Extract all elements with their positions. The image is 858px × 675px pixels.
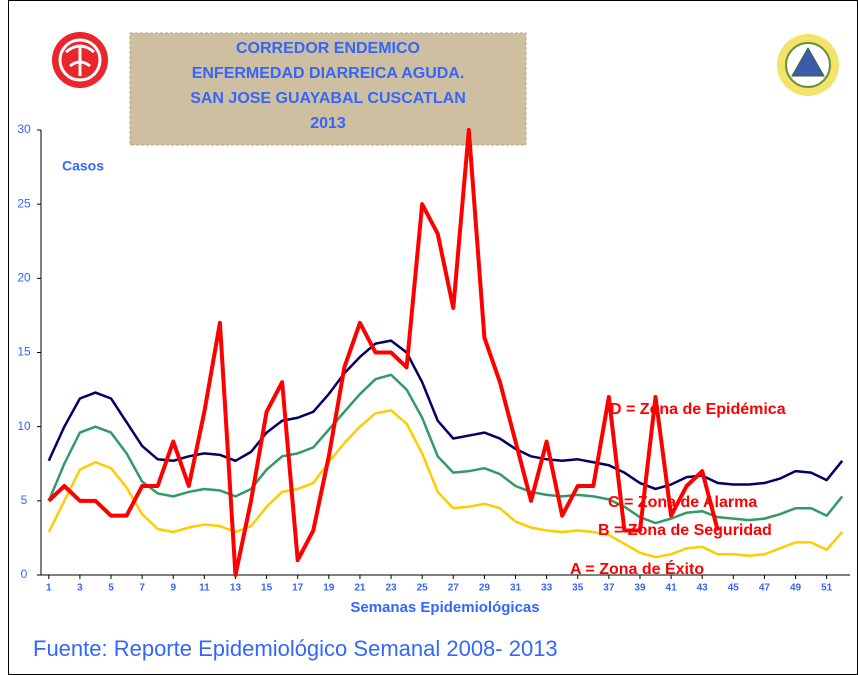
x-tick-label: 45: [728, 583, 740, 594]
x-tick-label: 13: [230, 583, 242, 594]
x-tick-label: 39: [634, 583, 646, 594]
y-tick-label: 15: [17, 345, 31, 359]
x-tick-label: 43: [697, 583, 709, 594]
annotation: D = Zona de Epidémica: [610, 401, 786, 418]
series-line: [47, 409, 844, 559]
y-tick-label: 0: [21, 567, 28, 581]
y-tick-label: 10: [17, 419, 31, 433]
x-tick-label: 23: [385, 583, 397, 594]
annotation: A = Zona de Éxito: [570, 559, 704, 578]
source: Fuente: Reporte Epidemiológico Semanal 2…: [33, 636, 558, 661]
x-tick-label: 9: [170, 583, 176, 594]
annotation: B = Zona de Seguridad: [598, 522, 772, 539]
x-tick-label: 21: [354, 583, 366, 594]
series-line: [47, 373, 844, 525]
x-tick-label: 29: [479, 583, 491, 594]
x-axis-label: Semanas Epidemiológicas: [350, 599, 539, 616]
x-tick-label: 1: [46, 583, 52, 594]
title-line: 2013: [310, 115, 346, 132]
x-tick-label: 51: [821, 583, 833, 594]
x-tick-label: 15: [261, 583, 273, 594]
y-tick-label: 5: [21, 493, 28, 507]
x-tick-label: 27: [448, 583, 460, 594]
x-tick-label: 3: [77, 583, 83, 594]
y-tick-label: 20: [17, 271, 31, 285]
x-tick-label: 33: [541, 583, 553, 594]
title-box-texture: [129, 32, 527, 146]
series-line: [47, 128, 720, 577]
x-tick-label: 11: [199, 583, 210, 594]
x-tick-label: 37: [603, 583, 615, 594]
y-tick-label: 25: [17, 196, 31, 210]
title-line: SAN JOSE GUAYABAL CUSCATLAN: [190, 90, 466, 107]
y-tick-label: 30: [17, 122, 31, 136]
x-tick-label: 49: [790, 583, 802, 594]
x-tick-label: 7: [139, 583, 145, 594]
x-tick-label: 25: [417, 583, 429, 594]
x-tick-label: 31: [510, 583, 522, 594]
title-line: ENFERMEDAD DIARREICA AGUDA.: [192, 65, 465, 82]
right-logo: [777, 34, 839, 96]
x-tick-label: 41: [666, 583, 678, 594]
left-logo: [52, 32, 108, 88]
x-tick-label: 5: [108, 583, 114, 594]
y-axis-label: Casos: [62, 158, 104, 174]
title-box: [130, 33, 526, 145]
title-line: CORREDOR ENDEMICO: [236, 40, 420, 57]
x-tick-label: 19: [323, 583, 335, 594]
annotation: C = Zona de Alarma: [608, 494, 757, 511]
x-tick-label: 47: [759, 583, 771, 594]
x-tick-label: 35: [572, 583, 584, 594]
x-tick-label: 17: [292, 583, 304, 594]
